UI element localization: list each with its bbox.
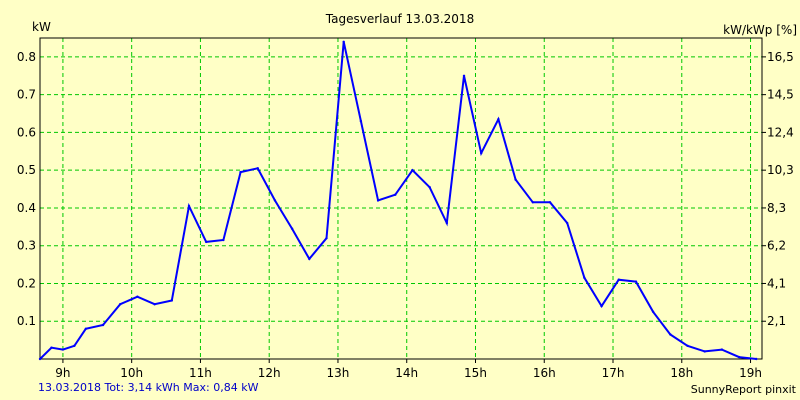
data-point xyxy=(119,303,122,306)
x-tick-label: 9h xyxy=(55,366,70,380)
grid-lines xyxy=(40,38,762,359)
x-tick-label: 14h xyxy=(395,366,418,380)
y-tick-label-right: 4,1 xyxy=(767,276,786,290)
data-point xyxy=(531,201,534,204)
data-point xyxy=(686,344,689,347)
y-tick-label-left: 0.3 xyxy=(17,239,36,253)
data-point xyxy=(651,310,655,313)
data-point xyxy=(583,276,586,280)
data-point xyxy=(548,201,552,204)
data-point xyxy=(187,204,191,208)
data-point xyxy=(428,185,431,189)
y-axis-right: 2,1 4,1 6,2 8,3 10,3 12,4 14,5 16,5 xyxy=(762,50,794,328)
data-point xyxy=(720,348,724,351)
data-point xyxy=(737,355,741,359)
y-tick-label-right: 2,1 xyxy=(767,314,786,328)
y-tick-label-left: 0.6 xyxy=(17,125,36,139)
data-point xyxy=(308,257,311,261)
data-point xyxy=(514,178,517,181)
series-points xyxy=(38,40,758,361)
x-axis: 9h 10h 11h 12h 13h 14h 15h 16h 17h 18h 19h xyxy=(55,359,762,380)
data-point xyxy=(394,193,397,196)
y-tick-label-right: 6,2 xyxy=(767,239,786,253)
y-tick-label-left: 0.5 xyxy=(17,163,36,177)
data-point xyxy=(153,303,156,306)
data-point xyxy=(136,295,139,298)
data-point xyxy=(50,346,53,349)
y-axis-label-right: kW/kWp [%] xyxy=(723,23,797,37)
y-tick-label-left: 0.7 xyxy=(17,88,36,102)
footer-brand: SunnyReport pinxit xyxy=(690,383,796,396)
data-point xyxy=(617,278,620,281)
data-point xyxy=(290,227,294,230)
series-line-power xyxy=(39,41,757,360)
data-point xyxy=(256,167,259,170)
y-tick-label-right: 12,4 xyxy=(767,125,794,139)
footer-summary: 13.03.2018 Tot: 3,14 kWh Max: 0,84 kW xyxy=(38,381,259,394)
data-point xyxy=(170,299,173,302)
x-tick-label: 15h xyxy=(464,366,487,380)
data-point xyxy=(600,304,603,308)
y-tick-label-left: 0.8 xyxy=(17,50,36,64)
y-tick-label-right: 10,3 xyxy=(767,163,794,177)
chart-title: Tagesverlauf 13.03.2018 xyxy=(325,12,474,26)
x-tick-label: 11h xyxy=(189,366,212,380)
y-tick-label-right: 16,5 xyxy=(767,50,794,64)
data-point xyxy=(755,357,758,361)
data-point xyxy=(411,168,414,172)
data-point xyxy=(634,280,638,283)
data-point xyxy=(497,117,500,121)
x-tick-label: 10h xyxy=(120,366,143,380)
data-point xyxy=(703,350,706,353)
data-point xyxy=(462,74,466,77)
x-tick-label: 18h xyxy=(670,366,693,380)
data-point xyxy=(61,348,65,351)
data-point xyxy=(222,238,225,242)
y-tick-label-right: 14,5 xyxy=(767,88,794,102)
data-point xyxy=(73,344,76,347)
data-point xyxy=(204,240,208,244)
x-tick-label: 16h xyxy=(533,366,556,380)
y-tick-label-left: 0.4 xyxy=(17,201,36,215)
y-tick-label-left: 0.1 xyxy=(17,314,36,328)
data-point xyxy=(480,151,483,155)
x-tick-label: 17h xyxy=(602,366,625,380)
data-point xyxy=(273,199,277,202)
x-tick-label: 13h xyxy=(327,366,350,380)
y-axis-label-left: kW xyxy=(32,20,51,34)
data-point xyxy=(38,357,42,361)
y-axis-left: 0.1 0.2 0.3 0.4 0.5 0.6 0.7 0.8 xyxy=(17,50,36,328)
x-tick-label: 19h xyxy=(739,366,762,380)
data-point xyxy=(325,236,328,240)
plot-frame xyxy=(39,37,763,360)
data-point xyxy=(342,40,345,43)
data-point xyxy=(376,199,380,202)
x-tick-label: 12h xyxy=(258,366,281,380)
data-point xyxy=(565,221,569,225)
data-point xyxy=(84,327,88,330)
data-point xyxy=(445,221,449,225)
data-point xyxy=(101,323,105,327)
data-point xyxy=(239,170,242,174)
y-tick-label-left: 0.2 xyxy=(17,276,36,290)
data-point xyxy=(359,119,363,123)
data-point xyxy=(669,333,672,336)
y-tick-label-right: 8,3 xyxy=(767,201,786,215)
